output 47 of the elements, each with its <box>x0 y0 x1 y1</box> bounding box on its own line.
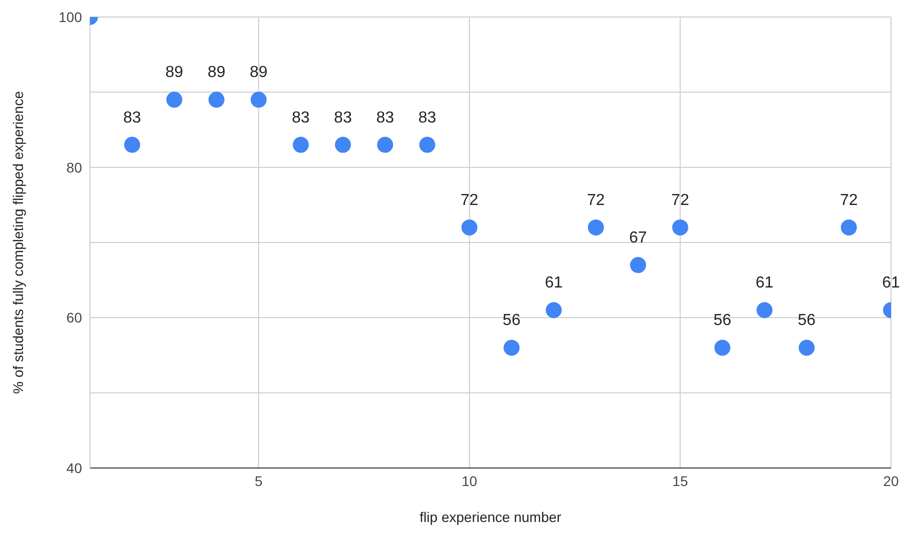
x-tick-label: 5 <box>254 472 263 489</box>
data-label: 61 <box>882 274 900 292</box>
y-axis-title: % of students fully completing flipped experience <box>10 90 26 394</box>
data-label: 89 <box>208 64 226 82</box>
y-tick-label: 40 <box>66 460 82 476</box>
data-label: 72 <box>840 192 858 209</box>
data-label: 61 <box>544 274 563 292</box>
point <box>714 340 730 356</box>
point <box>756 302 773 318</box>
point <box>250 92 267 108</box>
x-tick-label: 10 <box>462 472 478 489</box>
point <box>504 340 520 356</box>
point <box>588 219 604 236</box>
point <box>419 136 436 153</box>
data-label: 67 <box>629 230 648 247</box>
point <box>334 136 351 153</box>
point <box>630 257 646 274</box>
point <box>546 302 562 318</box>
data-label: 83 <box>376 109 394 126</box>
point <box>461 219 478 236</box>
y-tick-label: 60 <box>66 310 82 326</box>
data-label: 56 <box>502 312 521 330</box>
data-label: 83 <box>292 109 310 126</box>
y-tick-label: 100 <box>58 8 82 25</box>
point <box>377 136 394 153</box>
data-label: 61 <box>756 274 774 292</box>
data-label: 56 <box>713 312 732 330</box>
y-tick-label: 80 <box>66 159 82 176</box>
x-tick-label: 15 <box>672 472 688 489</box>
data-label: 72 <box>671 192 690 209</box>
data-label: 89 <box>165 64 184 82</box>
data-label: 83 <box>123 109 142 126</box>
data-label: 72 <box>586 192 605 209</box>
data-label: 83 <box>334 109 352 126</box>
data-label: 72 <box>460 192 478 209</box>
data-label: 89 <box>250 64 268 82</box>
point <box>124 136 140 153</box>
point <box>208 92 224 108</box>
point <box>166 92 182 108</box>
data-label: 56 <box>798 312 816 330</box>
data-label: 83 <box>418 109 436 126</box>
point <box>672 219 688 236</box>
point <box>840 219 857 236</box>
x-axis-title: flip experience number <box>420 509 562 525</box>
point <box>292 136 309 153</box>
x-tick-label: 20 <box>883 472 899 489</box>
point <box>798 340 815 356</box>
